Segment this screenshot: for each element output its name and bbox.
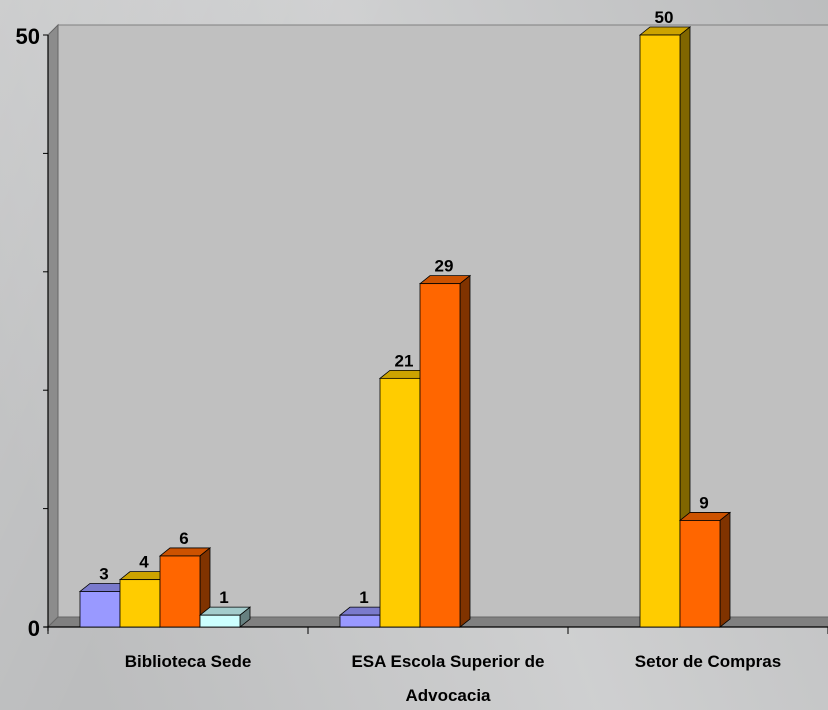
data-label: 1 [359, 588, 368, 607]
bar [159, 555, 201, 628]
x-tick-label: Biblioteca Sede [125, 652, 252, 671]
bar [419, 283, 461, 628]
bar [339, 614, 381, 628]
bar [679, 520, 721, 628]
x-tick-label: Advocacia [405, 686, 491, 705]
bar [199, 614, 241, 628]
data-label: 29 [435, 257, 454, 276]
bar [639, 34, 681, 628]
y-tick-label: 0 [28, 616, 40, 641]
plot-side-wall [47, 23, 59, 629]
data-label: 50 [655, 8, 674, 27]
data-label: 6 [179, 529, 188, 548]
data-label: 21 [395, 351, 414, 370]
bar [79, 591, 121, 628]
data-label: 3 [99, 564, 108, 583]
x-tick-label: Setor de Compras [635, 652, 781, 671]
bar-side [459, 274, 471, 628]
bar [119, 579, 161, 628]
data-label: 4 [139, 553, 149, 572]
data-label: 1 [219, 588, 228, 607]
x-tick-label: ESA Escola Superior de [351, 652, 544, 671]
y-tick-label: 50 [16, 24, 40, 49]
data-label: 9 [699, 493, 708, 512]
bar-side [719, 511, 731, 628]
bar [379, 377, 421, 628]
